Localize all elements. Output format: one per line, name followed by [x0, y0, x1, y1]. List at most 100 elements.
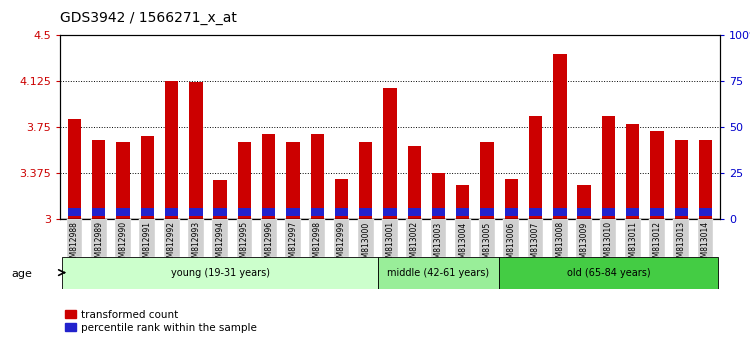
Text: GSM812988: GSM812988	[70, 221, 79, 267]
Bar	[407, 146, 421, 219]
Text: GSM813007: GSM813007	[531, 221, 540, 268]
Text: GSM812989: GSM812989	[94, 221, 104, 267]
Text: GSM813009: GSM813009	[580, 221, 589, 268]
FancyBboxPatch shape	[674, 219, 689, 257]
Text: GDS3942 / 1566271_x_at: GDS3942 / 1566271_x_at	[60, 11, 237, 25]
Bar	[92, 209, 106, 216]
FancyBboxPatch shape	[91, 219, 106, 257]
FancyBboxPatch shape	[358, 219, 374, 257]
Bar	[505, 209, 518, 216]
FancyBboxPatch shape	[62, 257, 378, 289]
FancyBboxPatch shape	[67, 219, 82, 257]
Bar	[189, 209, 202, 216]
Bar	[529, 209, 542, 216]
Bar	[310, 209, 324, 216]
Text: GSM813008: GSM813008	[555, 221, 564, 268]
Bar	[359, 142, 373, 219]
Bar	[262, 209, 275, 216]
FancyBboxPatch shape	[164, 219, 179, 257]
Bar	[68, 209, 81, 216]
Bar	[214, 180, 226, 219]
Bar	[141, 136, 154, 219]
Text: GSM812999: GSM812999	[337, 221, 346, 268]
Bar	[238, 142, 251, 219]
Text: GSM813012: GSM813012	[652, 221, 662, 267]
FancyBboxPatch shape	[406, 219, 422, 257]
Bar	[699, 209, 712, 216]
Bar	[432, 173, 445, 219]
Text: GSM812998: GSM812998	[313, 221, 322, 267]
Text: GSM813014: GSM813014	[701, 221, 710, 268]
Text: young (19-31 years): young (19-31 years)	[171, 268, 270, 278]
Text: GSM812990: GSM812990	[118, 221, 128, 268]
Bar	[310, 133, 324, 219]
FancyBboxPatch shape	[430, 219, 446, 257]
Bar	[286, 142, 299, 219]
Bar	[650, 131, 664, 219]
Text: GSM813013: GSM813013	[676, 221, 686, 268]
Bar	[141, 209, 154, 216]
Bar	[529, 116, 542, 219]
Bar	[116, 209, 130, 216]
FancyBboxPatch shape	[576, 219, 592, 257]
Bar	[456, 185, 470, 219]
Bar	[165, 81, 178, 219]
FancyBboxPatch shape	[503, 219, 519, 257]
FancyBboxPatch shape	[188, 219, 204, 257]
Text: GSM813005: GSM813005	[482, 221, 491, 268]
Bar	[238, 209, 251, 216]
Bar	[674, 140, 688, 219]
Text: middle (42-61 years): middle (42-61 years)	[388, 268, 490, 278]
Text: GSM812996: GSM812996	[264, 221, 273, 268]
FancyBboxPatch shape	[479, 219, 495, 257]
FancyBboxPatch shape	[625, 219, 640, 257]
FancyBboxPatch shape	[309, 219, 325, 257]
Bar	[626, 124, 639, 219]
Bar	[407, 209, 421, 216]
Bar	[189, 82, 202, 219]
Bar	[383, 209, 397, 216]
Bar	[116, 142, 130, 219]
FancyBboxPatch shape	[378, 257, 500, 289]
Text: age: age	[11, 269, 32, 279]
Bar	[626, 209, 639, 216]
FancyBboxPatch shape	[261, 219, 277, 257]
Bar	[602, 116, 615, 219]
Bar	[699, 140, 712, 219]
FancyBboxPatch shape	[601, 219, 616, 257]
Bar	[165, 209, 178, 216]
Bar	[481, 142, 494, 219]
Bar	[481, 209, 494, 216]
Bar	[578, 185, 591, 219]
Bar	[383, 88, 397, 219]
FancyBboxPatch shape	[528, 219, 544, 257]
FancyBboxPatch shape	[382, 219, 398, 257]
Bar	[68, 119, 81, 219]
FancyBboxPatch shape	[212, 219, 228, 257]
Bar	[674, 209, 688, 216]
Legend: transformed count, percentile rank within the sample: transformed count, percentile rank withi…	[65, 310, 256, 333]
Bar	[650, 209, 664, 216]
Text: GSM812994: GSM812994	[216, 221, 225, 268]
Bar	[602, 209, 615, 216]
Text: GSM812997: GSM812997	[289, 221, 298, 268]
FancyBboxPatch shape	[140, 219, 155, 257]
Bar	[578, 209, 591, 216]
Text: GSM813011: GSM813011	[628, 221, 638, 267]
Bar	[554, 209, 566, 216]
Text: GSM813004: GSM813004	[458, 221, 467, 268]
Text: GSM813006: GSM813006	[507, 221, 516, 268]
Text: old (65-84 years): old (65-84 years)	[566, 268, 650, 278]
Bar	[214, 209, 226, 216]
Text: GSM812995: GSM812995	[240, 221, 249, 268]
Text: GSM813001: GSM813001	[386, 221, 394, 268]
Text: GSM813003: GSM813003	[434, 221, 443, 268]
FancyBboxPatch shape	[649, 219, 664, 257]
FancyBboxPatch shape	[455, 219, 471, 257]
Bar	[262, 133, 275, 219]
Text: GSM812991: GSM812991	[142, 221, 152, 267]
Bar	[92, 140, 106, 219]
Text: GSM812993: GSM812993	[191, 221, 200, 268]
Bar	[334, 179, 348, 219]
Bar	[554, 54, 566, 219]
